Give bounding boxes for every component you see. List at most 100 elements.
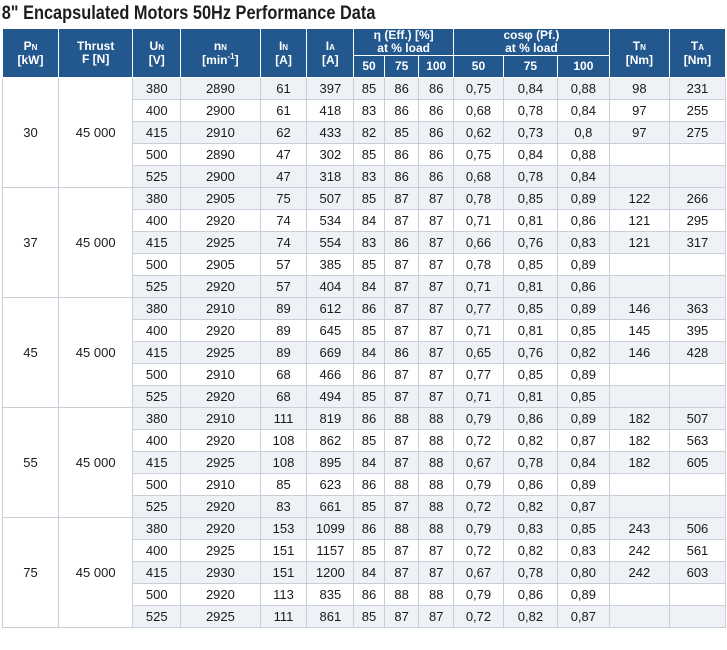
rated-current-cell: 108 [259,429,308,452]
voltage-cell: 500 [132,363,182,386]
eff-50-cell: 85 [353,143,385,166]
eff-50-cell: 82 [353,121,385,144]
eff-75-cell: 86 [383,231,420,254]
eff-75-cell: 87 [383,429,420,452]
voltage-cell: 380 [132,517,182,540]
col-header-thrust: Thrust F [N] [57,28,134,78]
starting-current-cell: 318 [306,165,355,188]
eff-100-cell: 86 [418,143,455,166]
pf-100-cell: 0,89 [556,187,610,210]
rated-current-cell: 83 [259,495,308,518]
table-row: 500 2920 113 835 86 88 88 0,79 0,86 0,89 [3,583,727,606]
pf-75-cell: 0,82 [502,429,558,452]
voltage-cell: 500 [132,253,182,276]
pf-50-cell: 0,62 [453,121,504,144]
eff-50-cell: 86 [353,583,385,606]
rated-current-cell: 57 [259,275,308,298]
eff-100-cell: 87 [418,297,455,320]
pf-75-cell: 0,85 [502,187,558,210]
pf-75-cell: 0,78 [502,451,558,474]
eff-100-cell: 88 [418,495,455,518]
voltage-cell: 380 [132,407,182,430]
pf-75-cell: 0,84 [502,143,558,166]
pf-75-cell: 0,85 [502,297,558,320]
pf-75-cell: 0,85 [502,253,558,276]
starting-torque-cell: 506 [668,517,727,540]
pf-75-cell: 0,85 [502,363,558,386]
starting-torque-cell [668,495,727,518]
table-row: 525 2920 68 494 85 87 87 0,71 0,81 0,85 [3,385,727,408]
eff-75-cell: 87 [383,539,420,562]
rated-torque-cell: 121 [608,209,670,232]
col-header-power: PN [kW] [2,28,59,78]
starting-current-cell: 835 [306,583,355,606]
thrust-cell: 45 000 [57,77,134,188]
eff-75-cell: 86 [383,165,420,188]
pf-100-cell: 0,8 [556,121,610,144]
pf-50-cell: 0,71 [453,385,504,408]
pf-100-cell: 0,89 [556,363,610,386]
rated-current-cell: 108 [259,451,308,474]
rated-current-cell: 85 [259,473,308,496]
voltage-cell: 400 [132,99,182,122]
pf-100-cell: 0,85 [556,517,610,540]
rated-current-cell: 75 [259,187,308,210]
starting-torque-cell [668,583,727,606]
starting-current-cell: 433 [306,121,355,144]
rated-torque-cell: 122 [608,187,670,210]
pf-100-cell: 0,83 [556,231,610,254]
pf-75-cell: 0,81 [502,275,558,298]
eff-100-cell: 87 [418,209,455,232]
speed-cell: 2910 [180,473,261,496]
col-header-voltage: UN [V] [132,28,182,78]
table-row: 37 45 000 380 2905 75 507 85 87 87 0,78 0,85 0,89 12… [2,187,727,298]
voltage-cell: 525 [132,275,182,298]
eff-100-cell: 87 [418,253,455,276]
eff-100-cell: 88 [418,517,455,540]
rated-torque-cell: 242 [608,539,670,562]
starting-current-cell: 418 [306,99,355,122]
col-header-power-factor: cosφ (Pf.) at % load [453,28,610,56]
pf-75-cell: 0,78 [502,561,558,584]
rated-torque-cell: 242 [608,561,670,584]
voltage-cell: 525 [132,495,182,518]
table-row: 75 45 000 380 2920 153 1099 86 88 88 0,79 0,83 0,85… [2,517,727,628]
eff-75-cell: 87 [383,253,420,276]
speed-cell: 2920 [180,275,261,298]
eff-50-cell: 86 [353,517,385,540]
pf-100-cell: 0,84 [556,165,610,188]
pf-100-cell: 0,89 [556,253,610,276]
pf-100-cell: 0,89 [556,297,610,320]
eff-75-cell: 86 [383,143,420,166]
rated-torque-cell: 98 [608,77,670,100]
rated-current-cell: 47 [259,165,308,188]
pf-100-cell: 0,87 [556,605,610,628]
pf-50-cell: 0,68 [453,165,504,188]
speed-cell: 2890 [180,77,261,100]
power-cell: 30 [2,77,59,188]
pf-75-cell: 0,76 [502,341,558,364]
rated-torque-cell: 182 [608,451,670,474]
eff-75-cell: 86 [383,77,420,100]
voltage-cell: 415 [132,121,182,144]
table-row: 500 2890 47 302 85 86 86 0,75 0,84 0,88 [3,143,727,166]
pf-100-cell: 0,80 [556,561,610,584]
table-body: 30 45 000 380 2890 61 397 85 86 86 0,75 0,84 0,88 98… [2,77,727,628]
pf-load-75: 75 [502,55,558,78]
rated-current-cell: 89 [259,341,308,364]
pf-75-cell: 0,78 [502,165,558,188]
eff-75-cell: 87 [383,209,420,232]
eff-100-cell: 87 [418,187,455,210]
rated-torque-cell [608,143,670,166]
speed-cell: 2925 [180,451,261,474]
pf-75-cell: 0,82 [502,495,558,518]
eff-50-cell: 86 [353,473,385,496]
voltage-cell: 525 [132,165,182,188]
pf-100-cell: 0,85 [556,385,610,408]
rated-current-cell: 89 [259,319,308,342]
eff-75-cell: 87 [383,451,420,474]
thrust-cell: 45 000 [57,407,134,518]
rated-torque-cell: 243 [608,517,670,540]
pf-100-cell: 0,89 [556,473,610,496]
voltage-cell: 400 [132,429,182,452]
